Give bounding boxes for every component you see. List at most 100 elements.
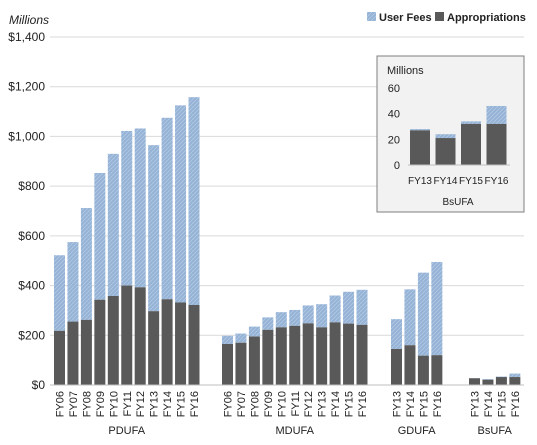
x-tick-label: FY07 <box>236 391 248 417</box>
group-label-mdufa: MDUFA <box>276 425 315 437</box>
bar-appropriations-pdufa-fy07 <box>67 322 78 385</box>
bar-user-fees-mdufa-fy06 <box>222 336 233 344</box>
y-tick-label: $400 <box>18 279 45 293</box>
bar-appropriations-bsufa-fy16 <box>509 377 520 385</box>
x-tick-label: FY06 <box>223 391 235 417</box>
bar-appropriations-gdufa-fy13 <box>391 349 402 385</box>
bar-user-fees-mdufa-fy12 <box>303 305 314 323</box>
x-tick-label: FY11 <box>290 391 302 416</box>
x-tick-label: FY08 <box>81 391 93 417</box>
bar-appropriations-mdufa-fy16 <box>357 325 368 385</box>
bar-appropriations-bsufa-fy14 <box>482 380 493 385</box>
group-label-gdufa: GDUFA <box>398 425 437 437</box>
bar-appropriations-mdufa-fy06 <box>222 344 233 385</box>
bar-user-fees-pdufa-fy14 <box>162 118 173 299</box>
bar-user-fees-bsufa-fy14 <box>482 379 493 380</box>
bar-user-fees-gdufa-fy16 <box>431 262 442 355</box>
bar-appropriations-pdufa-fy06 <box>54 331 65 385</box>
bar-user-fees-pdufa-fy11 <box>121 131 132 286</box>
bar-appropriations-pdufa-fy08 <box>81 320 92 385</box>
inset-y-tick-label: 20 <box>388 134 400 146</box>
legend-item-appropriations: Appropriations <box>435 12 526 24</box>
inset-y-tick-label: 0 <box>394 160 400 172</box>
bar-appropriations-pdufa-fy14 <box>162 299 173 385</box>
x-tick-label: FY14 <box>483 391 495 417</box>
y-tick-label: $600 <box>18 229 45 243</box>
bar-appropriations-pdufa-fy12 <box>135 287 146 385</box>
inset-y-tick-label: 40 <box>388 109 400 121</box>
inset-bar-appropriations-fy13 <box>410 130 430 165</box>
bar-appropriations-pdufa-fy15 <box>175 302 186 385</box>
bar-appropriations-pdufa-fy16 <box>189 305 200 385</box>
bar-user-fees-mdufa-fy13 <box>316 304 327 327</box>
x-tick-label: FY13 <box>149 391 161 417</box>
y-tick-label: $200 <box>18 328 45 342</box>
bar-appropriations-mdufa-fy11 <box>289 326 300 385</box>
bar-appropriations-gdufa-fy15 <box>418 356 429 385</box>
bar-appropriations-pdufa-fy11 <box>121 286 132 385</box>
bar-user-fees-pdufa-fy16 <box>189 97 200 305</box>
x-tick-label: FY10 <box>108 391 120 417</box>
y-tick-label: $800 <box>18 179 45 193</box>
legend-item-user-fees: User Fees <box>367 12 432 24</box>
inset-bar-appropriations-fy14 <box>436 138 456 165</box>
bar-user-fees-pdufa-fy08 <box>81 208 92 320</box>
inset-x-axis-label: BsUFA <box>442 197 473 208</box>
group-label-bsufa: BsUFA <box>478 425 513 437</box>
bar-appropriations-mdufa-fy15 <box>343 324 354 385</box>
bar-user-fees-gdufa-fy14 <box>404 289 415 345</box>
x-tick-label: FY14 <box>330 391 342 417</box>
bar-user-fees-mdufa-fy15 <box>343 292 354 324</box>
inset-bar-user-fees-fy16 <box>487 106 507 124</box>
bar-appropriations-bsufa-fy15 <box>496 377 507 385</box>
inset-bar-user-fees-fy13 <box>410 129 430 130</box>
x-tick-label: FY14 <box>162 391 174 417</box>
bar-appropriations-pdufa-fy09 <box>94 300 105 385</box>
inset-x-tick-label: FY14 <box>434 176 458 187</box>
bar-appropriations-gdufa-fy14 <box>404 345 415 385</box>
bar-appropriations-mdufa-fy08 <box>249 337 260 385</box>
x-tick-label: FY07 <box>68 391 80 417</box>
bar-user-fees-mdufa-fy16 <box>357 290 368 325</box>
inset-x-tick-label: FY16 <box>485 176 509 187</box>
bar-user-fees-pdufa-fy09 <box>94 173 105 300</box>
x-tick-label: FY15 <box>344 391 356 417</box>
x-tick-label: FY11 <box>122 391 134 416</box>
inset-x-tick-label: FY15 <box>459 176 483 187</box>
x-tick-label: FY16 <box>432 391 444 417</box>
x-tick-label: FY15 <box>176 391 188 417</box>
bar-user-fees-mdufa-fy08 <box>249 327 260 337</box>
legend-label-appropriations: Appropriations <box>447 12 526 24</box>
y-axis-label: Millions <box>9 13 49 27</box>
x-tick-label: FY15 <box>496 391 508 417</box>
bar-user-fees-mdufa-fy14 <box>330 296 341 323</box>
x-tick-label: FY09 <box>95 391 107 417</box>
bar-user-fees-pdufa-fy10 <box>108 154 119 296</box>
bar-user-fees-pdufa-fy13 <box>148 145 159 311</box>
y-tick-label: $1,200 <box>8 80 45 94</box>
y-tick-label: $0 <box>32 378 46 392</box>
x-tick-label: FY10 <box>276 391 288 417</box>
legend: User Fees Appropriations <box>367 12 526 24</box>
legend-swatch-user-fees <box>367 12 376 21</box>
x-tick-label: FY13 <box>392 391 404 417</box>
y-tick-label: $1,000 <box>8 129 45 143</box>
inset-title: Millions <box>387 65 424 77</box>
x-tick-label: FY13 <box>317 391 329 417</box>
bar-appropriations-gdufa-fy16 <box>431 355 442 385</box>
inset-bar-appropriations-fy16 <box>487 124 507 165</box>
bar-user-fees-pdufa-fy15 <box>175 105 186 302</box>
x-tick-label: FY12 <box>135 391 147 417</box>
bar-appropriations-mdufa-fy10 <box>276 327 287 385</box>
x-tick-label: FY15 <box>418 391 430 417</box>
inset-x-tick-label: FY13 <box>408 176 432 187</box>
bar-user-fees-mdufa-fy09 <box>262 317 273 329</box>
x-tick-label: FY12 <box>303 391 315 417</box>
bar-user-fees-bsufa-fy16 <box>509 374 520 377</box>
y-tick-label: $1,400 <box>8 30 45 44</box>
